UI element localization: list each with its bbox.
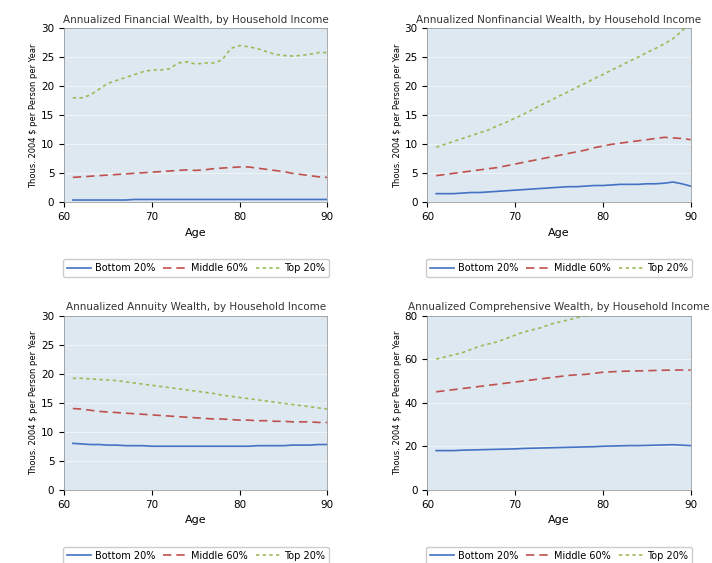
Y-axis label: Thous. 2004 $ per Person per Year: Thous. 2004 $ per Person per Year [393,330,402,475]
Y-axis label: Thous. 2004 $ per Person per Year: Thous. 2004 $ per Person per Year [29,330,38,475]
Y-axis label: Thous. 2004 $ per Person per Year: Thous. 2004 $ per Person per Year [29,43,38,187]
Title: Annualized Comprehensive Wealth, by Household Income: Annualized Comprehensive Wealth, by Hous… [408,302,710,312]
Title: Annualized Annuity Wealth, by Household Income: Annualized Annuity Wealth, by Household … [66,302,326,312]
Title: Annualized Nonfinancial Wealth, by Household Income: Annualized Nonfinancial Wealth, by House… [417,15,701,25]
Y-axis label: Thous. 2004 $ per Person per Year: Thous. 2004 $ per Person per Year [392,43,402,187]
Legend: Bottom 20%, Middle 60%, Top 20%: Bottom 20%, Middle 60%, Top 20% [426,260,692,277]
Legend: Bottom 20%, Middle 60%, Top 20%: Bottom 20%, Middle 60%, Top 20% [63,547,329,563]
Legend: Bottom 20%, Middle 60%, Top 20%: Bottom 20%, Middle 60%, Top 20% [63,260,329,277]
Title: Annualized Financial Wealth, by Household Income: Annualized Financial Wealth, by Househol… [63,15,328,25]
X-axis label: Age: Age [185,515,206,525]
X-axis label: Age: Age [548,515,570,525]
X-axis label: Age: Age [548,227,570,238]
Legend: Bottom 20%, Middle 60%, Top 20%: Bottom 20%, Middle 60%, Top 20% [426,547,692,563]
X-axis label: Age: Age [185,227,206,238]
